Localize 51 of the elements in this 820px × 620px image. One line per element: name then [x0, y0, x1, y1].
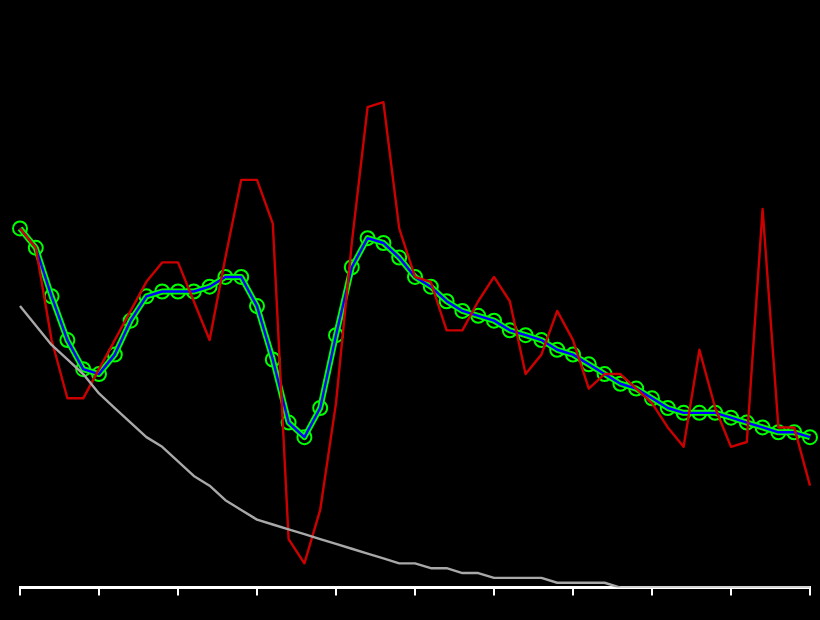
point: [43, 288, 60, 305]
point: [59, 332, 76, 349]
point: [707, 404, 724, 421]
point: [91, 366, 107, 383]
point: [375, 234, 392, 251]
point: [122, 312, 139, 329]
point: [754, 419, 771, 436]
point: [233, 268, 250, 285]
point: [501, 322, 518, 339]
point: [407, 268, 423, 285]
point: [580, 356, 597, 373]
point: [154, 283, 171, 300]
point: [170, 283, 186, 300]
point: [438, 293, 455, 310]
point: [644, 390, 660, 407]
point: [359, 230, 376, 247]
point: [422, 278, 439, 295]
point: [12, 220, 28, 237]
point: [486, 312, 502, 329]
point: [565, 346, 581, 363]
point: [280, 414, 297, 431]
point: [343, 259, 360, 276]
point: [296, 429, 313, 446]
point: [675, 404, 692, 421]
point: [549, 341, 566, 358]
point: [391, 249, 408, 266]
point: [264, 351, 281, 368]
point: [201, 278, 218, 295]
point: [470, 307, 487, 324]
point: [312, 400, 329, 417]
point: [802, 429, 818, 446]
point: [249, 298, 265, 315]
point: [517, 327, 534, 344]
point: [75, 361, 92, 378]
point: [533, 332, 550, 349]
point: [738, 414, 755, 431]
point: [138, 288, 155, 305]
point: [770, 424, 787, 441]
point: [612, 375, 629, 392]
point: [723, 409, 739, 426]
point: [217, 268, 234, 285]
point: [596, 366, 613, 383]
point: [106, 346, 123, 363]
point: [628, 380, 645, 397]
point: [27, 239, 44, 256]
point: [659, 400, 676, 417]
point: [185, 283, 202, 300]
point: [786, 424, 803, 441]
point: [328, 327, 344, 344]
point: [691, 404, 708, 421]
point: [454, 302, 471, 319]
